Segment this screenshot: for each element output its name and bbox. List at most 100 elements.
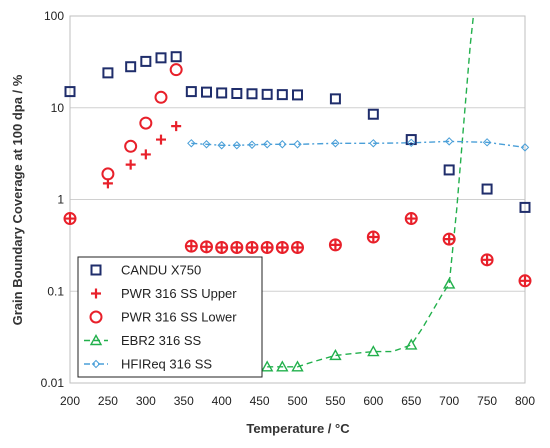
pwr-316-ss-upper-point bbox=[292, 242, 303, 253]
hfireq-316-ss-point bbox=[262, 140, 272, 149]
candu-x750-point bbox=[125, 61, 137, 73]
candu-x750-point bbox=[231, 87, 243, 99]
pwr-316-ss-upper-point bbox=[231, 242, 242, 253]
pwr-316-ss-lower-point bbox=[124, 139, 138, 153]
hfireq-316-ss-point bbox=[407, 138, 416, 148]
x-tick-label: 350 bbox=[174, 394, 194, 408]
x-tick-label: 250 bbox=[98, 394, 118, 408]
pwr-316-ss-lower-point bbox=[442, 232, 456, 246]
x-axis-title: Temperature / °C bbox=[246, 421, 350, 436]
x-axis-ticks: 200 250 300 350 400 450 500 550 600 650 700 750 800 bbox=[60, 394, 535, 408]
x-tick-label: 750 bbox=[477, 394, 497, 408]
legend-marker-pwr-316-ss-upper bbox=[91, 288, 101, 299]
hfireq-316-ss-point bbox=[247, 140, 257, 149]
candu-x750-point bbox=[405, 134, 417, 146]
candu-x750-point bbox=[64, 86, 76, 98]
ebr2-316-ss-point bbox=[291, 360, 304, 372]
pwr-316-ss-upper-point bbox=[201, 241, 212, 252]
y-tick-label: 1 bbox=[57, 193, 64, 207]
pwr-316-ss-lower-point bbox=[139, 116, 153, 130]
legend-items: CANDU X750 PWR 316 SS Upper PWR 316 SS Low… bbox=[84, 263, 237, 372]
x-tick-label: 450 bbox=[250, 394, 270, 408]
hfireq-316-ss-point bbox=[202, 140, 211, 149]
candu-x750-point bbox=[216, 87, 228, 99]
x-tick-label: 700 bbox=[439, 394, 459, 408]
ebr2-316-ss-point bbox=[260, 360, 274, 372]
pwr-316-ss-upper-point bbox=[125, 159, 136, 170]
hfireq-316-ss-point bbox=[482, 138, 492, 147]
legend-box bbox=[77, 256, 263, 378]
hfireq-316-ss-point bbox=[293, 140, 302, 149]
pwr-316-ss-upper-point bbox=[156, 134, 166, 145]
pwr-316-ss-lower-point bbox=[518, 274, 532, 288]
candu-x750-point bbox=[443, 164, 455, 176]
pwr-316-ss-upper-point bbox=[216, 242, 227, 253]
legend-marker-candu-x750 bbox=[90, 264, 102, 276]
pwr-316-ss-upper-point bbox=[171, 121, 182, 132]
pwr-316-ss-upper-point bbox=[482, 254, 493, 265]
pwr-316-ss-upper-point bbox=[262, 242, 273, 253]
candu-x750-point bbox=[292, 89, 303, 101]
pwr-316-ss-lower-point bbox=[245, 240, 259, 254]
y-tick-label: 0.01 bbox=[41, 376, 65, 390]
pwr-316-ss-upper-point bbox=[520, 275, 530, 286]
pwr-316-ss-lower-point bbox=[366, 230, 380, 244]
legend-label-pwr-316-ss-lower: PWR 316 SS Lower bbox=[121, 310, 237, 325]
y-axis-ticks: 0.01 0.1 1 10 100 bbox=[41, 9, 65, 390]
ebr2-316-ss-point bbox=[329, 348, 342, 361]
ebr2-316-ss-point bbox=[367, 345, 380, 357]
pwr-316-ss-upper-point bbox=[65, 213, 75, 224]
hfireq-316-ss-point bbox=[217, 141, 226, 150]
x-tick-label: 500 bbox=[287, 394, 307, 408]
candu-x750-point bbox=[481, 183, 493, 195]
data-markers bbox=[63, 51, 532, 372]
hfireq-316-ss-point bbox=[278, 140, 287, 149]
candu-x750-point bbox=[201, 86, 212, 98]
legend-marker-pwr-316-ss-lower bbox=[89, 310, 103, 324]
pwr-316-ss-upper-point bbox=[277, 242, 288, 253]
pwr-316-ss-lower-point bbox=[230, 240, 244, 254]
legend-label-pwr-316-ss-upper: PWR 316 SS Upper bbox=[121, 286, 237, 301]
pwr-316-ss-lower-point bbox=[63, 212, 77, 226]
pwr-316-ss-lower-point bbox=[328, 238, 342, 252]
pwr-316-ss-lower-point bbox=[154, 90, 168, 104]
pwr-316-ss-lower-point bbox=[275, 240, 289, 254]
plot-area-border bbox=[69, 15, 526, 384]
ebr2-316-ss-point bbox=[442, 277, 456, 289]
hfireq-316-ss-point bbox=[520, 143, 530, 152]
legend-marker-hfireq-316-ss bbox=[91, 359, 101, 369]
x-tick-label: 600 bbox=[363, 394, 383, 408]
candu-x750-point bbox=[170, 51, 182, 63]
legend-label-hfireq-316-ss: HFIReq 316 SS bbox=[121, 357, 212, 372]
y-tick-label: 100 bbox=[44, 9, 64, 23]
hfireq-316-ss-point bbox=[232, 141, 242, 150]
legend: CANDU X750 PWR 316 SS Upper PWR 316 SS Low… bbox=[77, 256, 263, 378]
candu-x750-point bbox=[155, 52, 167, 64]
pwr-316-ss-lower-point bbox=[480, 253, 494, 267]
hfireq-316-ss-point bbox=[187, 139, 196, 148]
pwr-316-ss-upper-point bbox=[406, 213, 417, 224]
candu-x750-point bbox=[329, 93, 341, 105]
series-lines bbox=[191, 15, 526, 368]
x-tick-label: 400 bbox=[212, 394, 232, 408]
hfireq-316-ss-line bbox=[191, 140, 526, 149]
pwr-316-ss-lower-point bbox=[404, 212, 418, 226]
hfireq-316-ss-point bbox=[331, 139, 340, 148]
pwr-316-ss-lower-point bbox=[101, 167, 115, 181]
pwr-316-ss-lower-point bbox=[200, 240, 213, 254]
candu-x750-point bbox=[261, 88, 273, 100]
x-tick-label: 550 bbox=[325, 394, 345, 408]
pwr-316-ss-upper-point bbox=[444, 234, 455, 245]
ebr2-316-ss-point bbox=[405, 338, 418, 350]
y-tick-label: 10 bbox=[51, 101, 65, 115]
pwr-316-ss-lower-point bbox=[215, 240, 229, 254]
pwr-316-ss-upper-point bbox=[186, 241, 197, 252]
candu-x750-point bbox=[102, 67, 114, 79]
x-tick-label: 800 bbox=[515, 394, 535, 408]
legend-marker-ebr2-316-ss bbox=[89, 334, 103, 346]
hfireq-316-ss-point bbox=[444, 137, 454, 146]
legend-label-candu-x750: CANDU X750 bbox=[121, 263, 201, 278]
pwr-316-ss-upper-point bbox=[140, 149, 151, 160]
